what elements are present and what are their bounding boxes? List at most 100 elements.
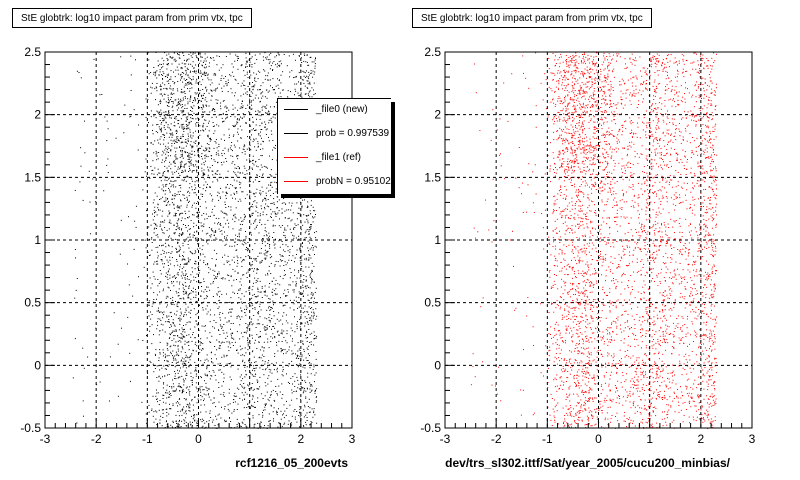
scatter-point (306, 387, 308, 389)
scatter-point (292, 234, 294, 236)
scatter-point (242, 105, 244, 107)
scatter-point (225, 420, 227, 422)
scatter-point (161, 425, 163, 427)
scatter-point (168, 83, 170, 84)
scatter-point (304, 404, 306, 406)
scatter-point (153, 276, 155, 278)
scatter-point (205, 63, 207, 65)
scatter-point (205, 86, 207, 88)
scatter-point (152, 363, 154, 365)
scatter-point (299, 194, 301, 196)
scatter-point (82, 199, 84, 201)
scatter-point (161, 117, 163, 119)
scatter-point (264, 227, 266, 229)
scatter-point (161, 67, 162, 69)
scatter-point (231, 337, 233, 339)
scatter-point (182, 153, 183, 155)
scatter-point (303, 425, 304, 427)
scatter-point (191, 137, 193, 139)
scatter-point (170, 163, 172, 165)
scatter-point (218, 143, 220, 145)
scatter-point (99, 381, 101, 383)
scatter-point (170, 424, 172, 426)
scatter-point (312, 245, 314, 246)
scatter-point (251, 404, 253, 406)
scatter-point (230, 311, 232, 313)
scatter-point (180, 124, 182, 126)
scatter-point (214, 173, 216, 175)
scatter-point (299, 293, 301, 295)
scatter-point (236, 119, 238, 121)
scatter-point (247, 340, 248, 342)
scatter-point (200, 295, 202, 297)
scatter-point (177, 242, 179, 244)
scatter-point (160, 377, 162, 379)
scatter-point (257, 143, 259, 145)
scatter-point (186, 262, 188, 264)
scatter-point (181, 88, 183, 90)
scatter-point (174, 60, 176, 62)
scatter-point (283, 413, 284, 415)
y-tick-label: 1.5 (24, 170, 41, 184)
scatter-point (243, 165, 245, 167)
scatter-point (658, 377, 660, 379)
scatter-point (246, 272, 248, 274)
scatter-point (197, 212, 198, 214)
scatter-point (605, 259, 607, 261)
scatter-point (304, 311, 306, 313)
scatter-point (306, 70, 307, 72)
scatter-point (250, 388, 252, 390)
scatter-point (199, 348, 201, 350)
scatter-point (210, 57, 211, 59)
scatter-point (308, 71, 310, 73)
scatter-point (191, 252, 193, 254)
scatter-point (306, 401, 308, 403)
scatter-point (201, 145, 203, 147)
scatter-point (203, 73, 205, 75)
scatter-point (265, 385, 267, 387)
scatter-point (185, 324, 187, 326)
scatter-point (74, 249, 76, 250)
scatter-point (163, 395, 165, 396)
scatter-point (631, 378, 633, 380)
scatter-point (256, 165, 258, 167)
scatter-point (180, 205, 182, 207)
scatter-point (179, 138, 181, 139)
scatter-point (664, 145, 666, 147)
scatter-point (289, 307, 291, 309)
scatter-point (179, 207, 181, 209)
scatter-point (162, 417, 164, 418)
scatter-point (191, 290, 192, 291)
scatter-point (192, 204, 193, 206)
scatter-point (261, 346, 263, 348)
scatter-point (192, 236, 194, 238)
scatter-point (184, 336, 186, 338)
scatter-point (187, 140, 189, 142)
scatter-point (196, 56, 197, 58)
scatter-point (251, 302, 253, 304)
scatter-point (181, 155, 183, 157)
scatter-point (80, 147, 82, 149)
scatter-point (201, 75, 202, 77)
scatter-point (288, 55, 290, 57)
scatter-point (166, 355, 168, 357)
scatter-point (252, 323, 254, 325)
scatter-point (174, 375, 176, 377)
scatter-point (185, 263, 187, 265)
scatter-point (190, 141, 192, 143)
scatter-point (628, 161, 630, 163)
scatter-point (180, 199, 181, 201)
scatter-point (167, 261, 169, 263)
scatter-point (307, 222, 309, 224)
scatter-point (279, 284, 281, 286)
scatter-point (290, 422, 292, 424)
scatter-point (193, 170, 195, 172)
scatter-point (215, 74, 217, 76)
scatter-point (271, 256, 273, 258)
scatter-point (161, 161, 163, 163)
scatter-point (221, 327, 223, 329)
scatter-point (192, 146, 194, 148)
scatter-point (199, 341, 201, 343)
scatter-point (245, 374, 247, 376)
scatter-point (305, 334, 307, 336)
